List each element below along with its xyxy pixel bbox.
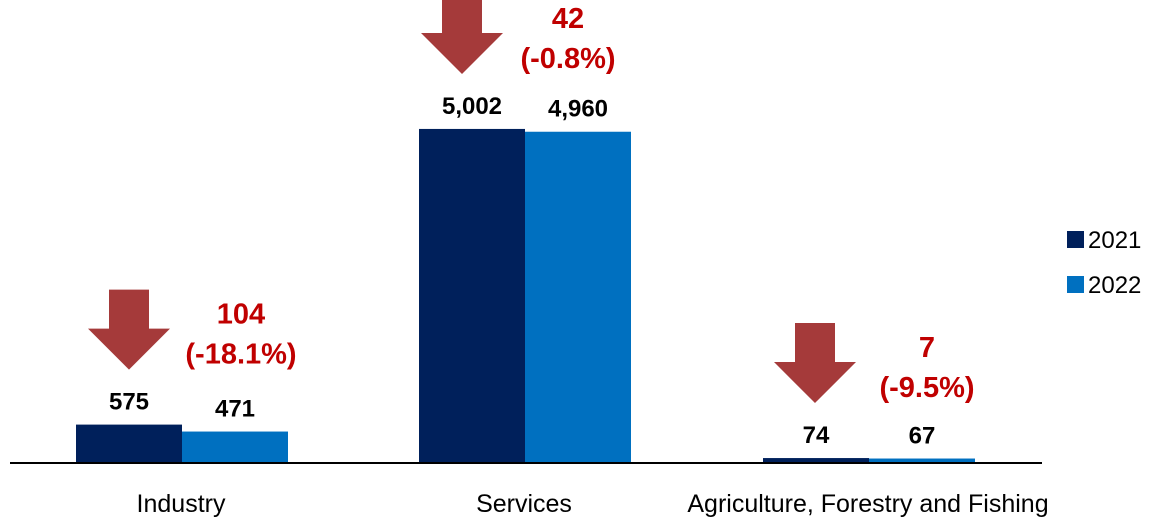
down-arrow-icon [774,323,856,404]
change-percent-agriculture-forestry-and-fishing: (-9.5%) [879,372,974,404]
value-label-services-2022: 4,960 [548,96,608,123]
value-label-agriculture-forestry-and-fishing-2021: 74 [803,422,830,449]
bar-services-2022 [525,131,631,463]
value-label-services-2021: 5,002 [442,93,502,120]
legend-label-2022: 2022 [1088,272,1141,299]
bars-layer [76,128,975,463]
value-label-agriculture-forestry-and-fishing-2022: 67 [909,423,936,450]
change-percent-services: (-0.8%) [520,43,615,75]
legend-swatch-2021 [1067,231,1084,248]
category-label-services: Services [476,490,572,518]
category-label-industry: Industry [137,490,226,518]
value-label-industry-2022: 471 [215,396,255,423]
bar-agriculture-forestry-and-fishing-2022 [869,458,975,463]
bar-agriculture-forestry-and-fishing-2021 [763,458,869,463]
legend-swatch-2022 [1067,276,1084,293]
value-label-industry-2021: 575 [109,389,149,416]
change-percent-industry: (-18.1%) [185,339,296,371]
change-annotations-layer: 104 (-18.1%) 42 (-0.8%) 7 (-9.5%) [88,0,975,404]
category-label-agriculture-forestry-and-fishing: Agriculture, Forestry and Fishing [687,490,1048,518]
change-value-industry: 104 [217,299,265,331]
category-labels-layer: Industry Services Agriculture, Forestry an… [137,490,1049,518]
change-value-agriculture-forestry-and-fishing: 7 [919,332,935,364]
legend-label-2021: 2021 [1088,227,1141,254]
value-labels-layer: 575 471 5,002 4,960 74 67 [109,93,935,450]
change-value-services: 42 [552,3,584,35]
bar-services-2021 [419,128,525,463]
down-arrow-icon [421,0,503,74]
bar-industry-2021 [76,424,182,463]
bar-industry-2022 [182,431,288,463]
down-arrow-icon [88,289,170,370]
legend: 2021 2022 [1067,227,1141,299]
